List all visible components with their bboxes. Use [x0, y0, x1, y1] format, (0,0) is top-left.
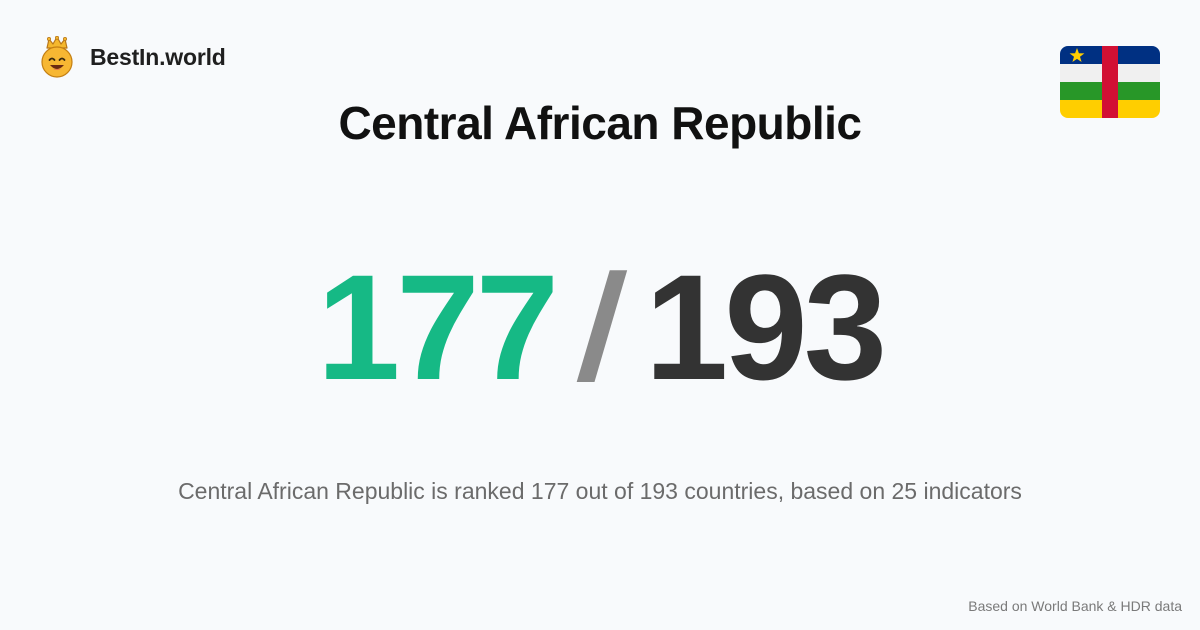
ranking-display: 177/193: [0, 243, 1200, 411]
flag-star-icon: [1069, 48, 1085, 62]
brand-name: BestIn.world: [90, 43, 226, 70]
rank-separator: /: [572, 243, 628, 411]
rank-value: 177: [316, 243, 559, 411]
flag-vertical-red: [1102, 46, 1118, 118]
ranking-summary: Central African Republic is ranked 177 o…: [178, 478, 1022, 504]
crowned-smiley-icon: [41, 36, 73, 78]
data-source-note: Based on World Bank & HDR data: [968, 598, 1182, 614]
rank-total: 193: [644, 243, 887, 411]
brand[interactable]: BestIn.world: [38, 36, 226, 78]
country-title: Central African Republic: [338, 97, 862, 149]
central-african-republic-flag-icon: [1060, 46, 1160, 118]
